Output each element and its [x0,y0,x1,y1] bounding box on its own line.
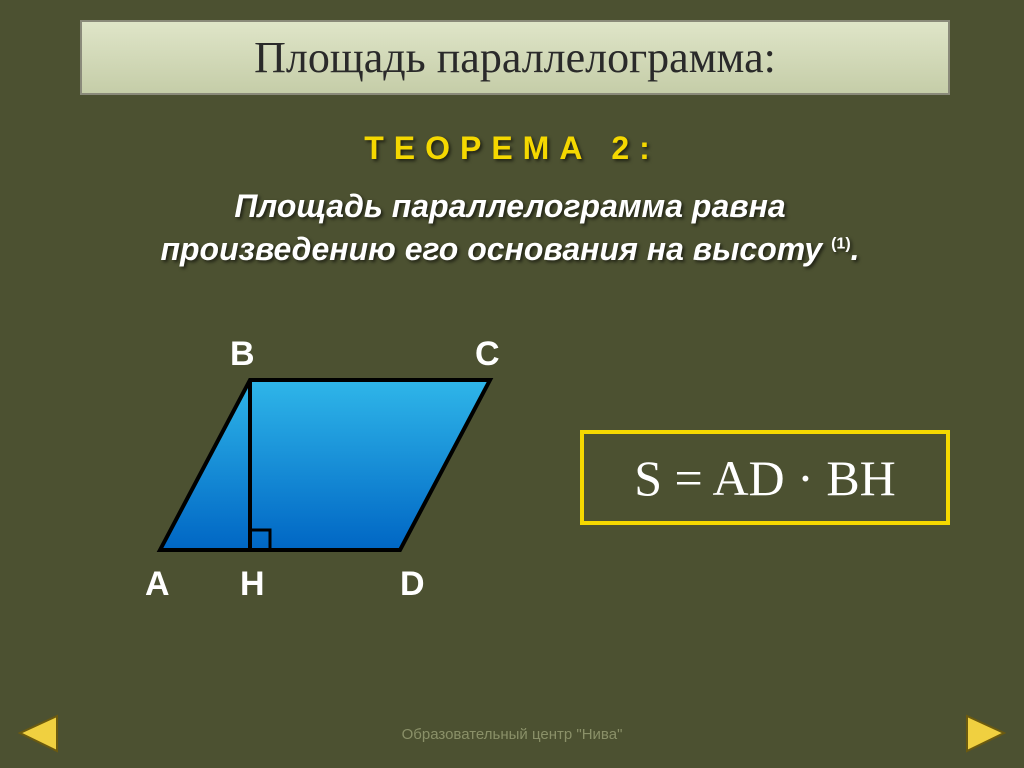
footer-credit: Образовательный центр "Нива" [0,726,1024,743]
prev-slide-button[interactable] [12,711,67,756]
theorem-line2b: . [851,231,860,267]
theorem-line2a: произведению его основания на высоту [160,231,831,267]
next-slide-button[interactable] [957,711,1012,756]
vertex-b-label: B [230,335,255,373]
formula-box: S = AD · BH [580,430,950,525]
theorem-label: ТЕОРЕМА 2: [0,130,1024,167]
vertex-a-label: A [145,565,170,603]
theorem-line1: Площадь параллелограмма равна [234,188,785,224]
vertex-c-label: C [475,335,500,373]
slide-title: Площадь параллелограмма: [254,32,776,83]
theorem-superscript: (1) [831,236,851,253]
vertex-h-label: H [240,565,265,603]
formula: S = AD · BH [634,449,896,507]
vertex-d-label: D [400,565,425,603]
slide-title-box: Площадь параллелограмма: [80,20,950,95]
theorem-statement: Площадь параллелограмма равна произведен… [60,185,960,271]
parallelogram-shape [160,380,490,550]
parallelogram-diagram: B C A H D [120,310,540,630]
